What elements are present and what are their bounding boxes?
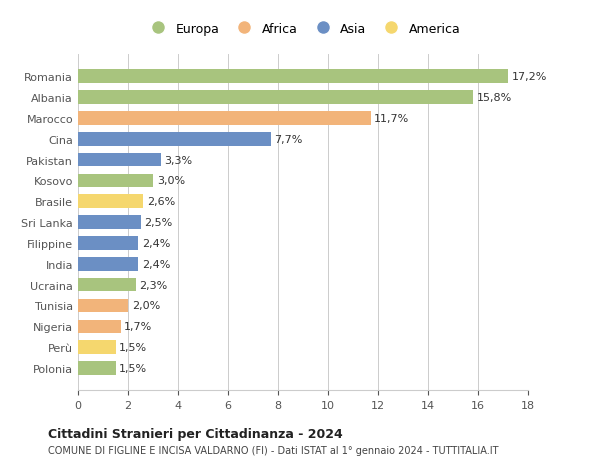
Text: 7,7%: 7,7%	[274, 134, 302, 145]
Text: COMUNE DI FIGLINE E INCISA VALDARNO (FI) - Dati ISTAT al 1° gennaio 2024 - TUTTI: COMUNE DI FIGLINE E INCISA VALDARNO (FI)…	[48, 445, 499, 455]
Bar	[78, 257, 138, 271]
Bar	[78, 195, 143, 208]
Bar	[78, 70, 508, 84]
Bar	[78, 174, 153, 188]
Bar	[78, 216, 140, 230]
Text: 2,4%: 2,4%	[142, 238, 170, 248]
Bar	[78, 91, 473, 105]
Text: 2,5%: 2,5%	[144, 218, 173, 228]
Text: 1,5%: 1,5%	[119, 363, 148, 373]
Text: 2,3%: 2,3%	[139, 280, 167, 290]
Text: 17,2%: 17,2%	[512, 72, 547, 82]
Bar	[78, 320, 121, 333]
Text: 2,4%: 2,4%	[142, 259, 170, 269]
Bar	[78, 237, 138, 250]
Text: 2,0%: 2,0%	[132, 301, 160, 311]
Bar	[78, 361, 115, 375]
Text: 11,7%: 11,7%	[374, 114, 409, 123]
Bar	[78, 133, 271, 146]
Text: 1,5%: 1,5%	[119, 342, 148, 353]
Text: 15,8%: 15,8%	[477, 93, 512, 103]
Bar	[78, 112, 371, 125]
Text: 2,6%: 2,6%	[147, 197, 175, 207]
Bar	[78, 299, 128, 313]
Bar	[78, 278, 136, 292]
Text: 1,7%: 1,7%	[124, 322, 152, 331]
Text: Cittadini Stranieri per Cittadinanza - 2024: Cittadini Stranieri per Cittadinanza - 2…	[48, 427, 343, 440]
Bar	[78, 153, 161, 167]
Bar	[78, 341, 115, 354]
Text: 3,3%: 3,3%	[164, 155, 193, 165]
Legend: Europa, Africa, Asia, America: Europa, Africa, Asia, America	[140, 18, 466, 41]
Text: 3,0%: 3,0%	[157, 176, 185, 186]
